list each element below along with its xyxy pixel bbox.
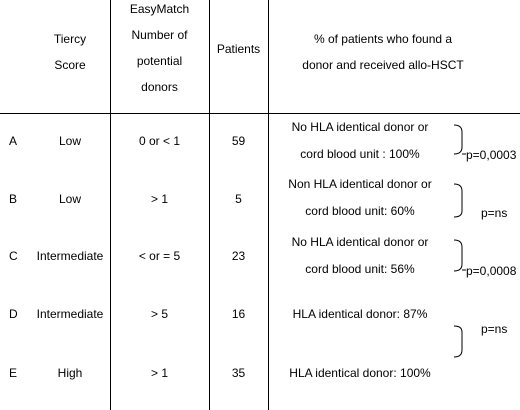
header-easymatch-line1: EasyMatch — [129, 2, 190, 16]
row-c-score: Intermediate — [36, 249, 104, 263]
bracket-ab — [453, 124, 463, 155]
comparison-brackets — [453, 124, 466, 358]
row-a-id: A — [9, 134, 18, 148]
row-a-percent-line1: No HLA identical donor or — [291, 120, 429, 134]
row-d-id: D — [9, 307, 18, 321]
divider-donors-col — [209, 0, 210, 410]
row-c-donors: < or = 5 — [138, 249, 181, 263]
header-easymatch: EasyMatch Number of potential donors — [110, 0, 209, 100]
pvalue-bc: p=ns — [481, 206, 508, 220]
pvalue-ab: p=0,0003 — [466, 148, 517, 162]
row-d-score: Intermediate — [36, 307, 104, 321]
row-d-percent: HLA identical donor: 87% — [292, 307, 428, 321]
row-b-patients: 5 — [235, 192, 242, 206]
pvalue-cd: p=0,0008 — [466, 264, 517, 278]
row-e-percent: HLA identical donor: 100% — [289, 366, 431, 380]
row-b-donors: > 1 — [150, 192, 168, 206]
bracket-cd — [453, 239, 463, 272]
header-tiercy: Tiercy Score — [30, 26, 110, 78]
row-d-donors: > 5 — [150, 307, 168, 321]
row-a-score: Low — [58, 134, 81, 148]
row-e-id: E — [9, 366, 18, 380]
row-c-patients: 23 — [231, 249, 246, 263]
header-percent-line1: % of patients who found a — [313, 32, 453, 46]
row-e-donors: > 1 — [150, 366, 168, 380]
row-a-percent-line2: cord blood unit : 100% — [300, 147, 420, 161]
row-c-id: C — [9, 249, 18, 263]
header-divider — [0, 113, 520, 114]
row-e-score: High — [57, 366, 83, 380]
header-percent-line2: donor and received allo-HSCT — [302, 58, 464, 72]
pvalue-de: p=ns — [481, 322, 508, 336]
row-b-id: B — [9, 192, 18, 206]
bracket-bc — [453, 183, 463, 218]
header-patients: Patients — [216, 42, 261, 56]
header-easymatch-line3: potential — [136, 54, 183, 68]
bracket-de — [453, 325, 463, 358]
header-easymatch-line4: donors — [141, 80, 178, 94]
row-e-patients: 35 — [231, 366, 246, 380]
row-d-patients: 16 — [231, 307, 246, 321]
row-b-percent: Non HLA identical donor or cord blood un… — [268, 171, 452, 225]
row-a-donors: 0 or < 1 — [138, 134, 181, 148]
row-b-percent-line1: Non HLA identical donor or — [288, 177, 432, 191]
row-a-percent: No HLA identical donor or cord blood uni… — [268, 114, 452, 168]
row-b-score: Low — [58, 192, 81, 206]
row-a-patients: 59 — [231, 134, 246, 148]
divider-score-col — [110, 0, 111, 410]
divider-patients-col — [268, 0, 269, 410]
header-percent: % of patients who found a donor and rece… — [268, 26, 498, 78]
header-tiercy-line1: Tiercy — [53, 32, 87, 46]
header-tiercy-line2: Score — [54, 58, 86, 72]
row-b-percent-line2: cord blood unit: 60% — [305, 204, 415, 218]
row-c-percent-line2: cord blood unit: 56% — [305, 262, 415, 276]
row-c-percent-line1: No HLA identical donor or — [291, 235, 429, 249]
row-c-percent: No HLA identical donor or cord blood uni… — [268, 229, 452, 283]
header-easymatch-line2: Number of — [131, 28, 188, 42]
